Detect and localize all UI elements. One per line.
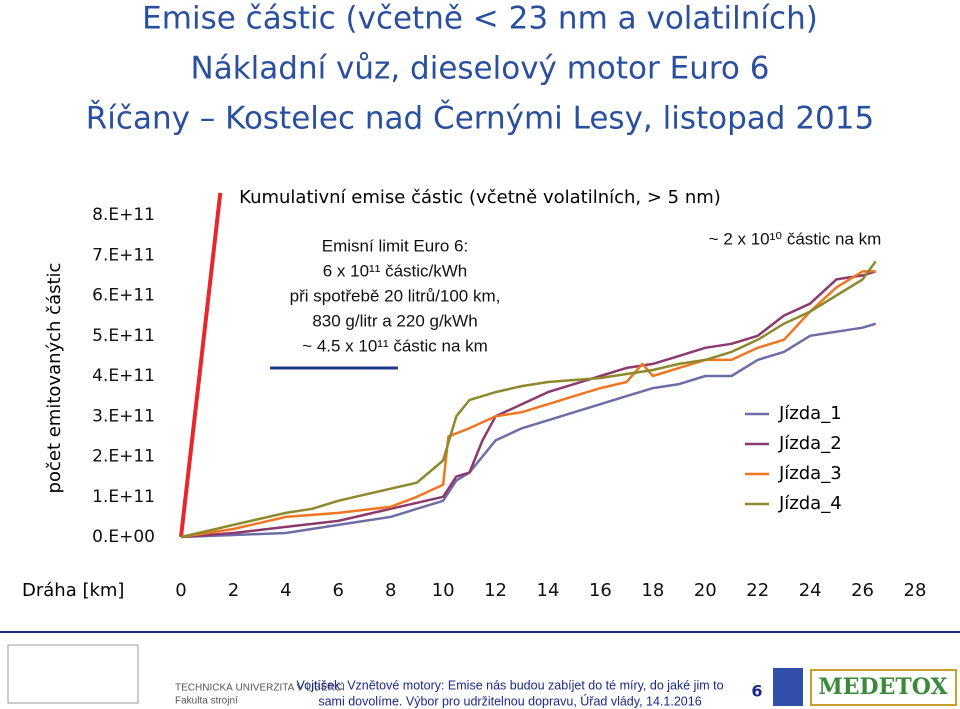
x-tick-label: 26 — [851, 580, 874, 601]
eu-flag — [773, 668, 803, 706]
series-line — [180, 322, 877, 539]
legend-label: Jízda_2 — [778, 433, 842, 454]
rate-note: ~ 2 x 10¹⁰ částic na km — [709, 229, 882, 248]
y-tick-label: 2.E+11 — [92, 447, 155, 467]
x-tick-label: 2 — [228, 580, 239, 601]
x-tick-label: 12 — [484, 580, 507, 601]
limit-note: Emisní limit Euro 6: — [322, 236, 468, 255]
x-tick-label: 14 — [537, 580, 560, 601]
limit-note: při spotřebě 20 litrů/100 km, — [290, 286, 501, 305]
x-tick-label: 4 — [280, 580, 291, 601]
chart-title: Kumulativní emise částic (včetně volatil… — [239, 187, 721, 208]
university-logo: TECHNICKÁ UNIVERZITA V LIBERCI Fakulta s… — [7, 644, 345, 707]
x-tick-label: 16 — [589, 580, 612, 601]
y-tick-label: 5.E+11 — [92, 326, 155, 346]
y-tick-label: 6.E+11 — [92, 286, 155, 306]
series-line — [180, 260, 877, 539]
y-tick-label: 4.E+11 — [92, 366, 155, 386]
x-axis-label: Dráha [km] — [22, 580, 124, 601]
series-line — [180, 270, 877, 539]
y-tick-label: 7.E+11 — [92, 245, 155, 265]
title-line: Říčany – Kostelec nad Černými Lesy, list… — [86, 100, 874, 137]
series-line — [180, 270, 876, 539]
legend-label: Jízda_4 — [778, 493, 842, 514]
x-tick-label: 20 — [694, 580, 717, 601]
university-name: TECHNICKÁ UNIVERZITA V LIBERCI — [175, 681, 345, 694]
y-tick-label: 1.E+11 — [92, 487, 155, 507]
x-tick-label: 24 — [799, 580, 822, 601]
citation: sami dovolíme. Výbor pro udržitelnou dop… — [318, 693, 701, 708]
citation: Vojtíšek: Vznětové motory: Emise nás bud… — [296, 678, 723, 692]
title-line: Nákladní vůz, dieselový motor Euro 6 — [191, 51, 770, 87]
x-tick-label: 6 — [333, 580, 344, 601]
title-line: Emise částic (včetně < 23 nm a volatilní… — [142, 1, 818, 37]
x-tick-label: 8 — [385, 580, 396, 601]
partner-name: MEDETOX — [818, 674, 948, 700]
faculty-name: Fakulta strojní — [175, 696, 238, 707]
limit-line — [179, 192, 223, 538]
page-number: 6 — [751, 682, 762, 701]
y-axis-label: počet emitovaných částic — [44, 263, 65, 494]
y-tick-label: 3.E+11 — [92, 406, 155, 426]
x-tick-label: 28 — [904, 580, 927, 601]
partner-logo — [810, 669, 957, 706]
x-tick-label: 10 — [432, 580, 455, 601]
limit-note: 830 g/litr a 220 g/kWh — [312, 311, 477, 330]
y-tick-label: 0.E+00 — [92, 527, 155, 547]
x-tick-label: 0 — [175, 580, 186, 601]
limit-note: 6 x 10¹¹ částic/kWh — [323, 261, 468, 280]
logo-frame — [7, 644, 139, 704]
legend-label: Jízda_3 — [778, 463, 842, 484]
limit-note: ~ 4.5 x 10¹¹ částic na km — [302, 336, 488, 355]
legend-label: Jízda_1 — [778, 403, 842, 424]
x-tick-label: 22 — [746, 580, 769, 601]
x-tick-label: 18 — [641, 580, 664, 601]
y-tick-label: 8.E+11 — [92, 205, 155, 225]
